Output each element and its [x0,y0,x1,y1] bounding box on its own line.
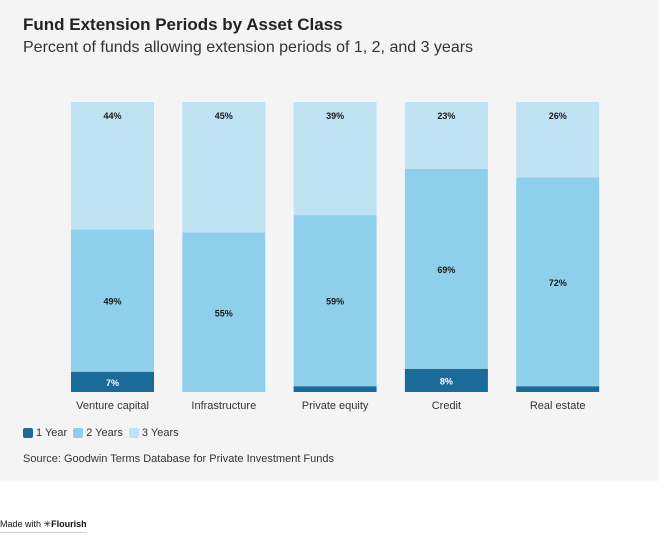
legend-item-2-years[interactable]: 2 Years [73,427,123,439]
bar-segment[interactable] [293,386,377,392]
category-label: Credit [432,400,461,412]
bar-data-label: 44% [103,111,121,121]
legend-label-2-years: 2 Years [86,427,123,439]
category-label: Real estate [530,400,586,412]
bar-segment[interactable] [293,215,377,387]
bar-segment[interactable] [516,386,600,392]
bar-segment[interactable] [71,371,154,392]
category-label: Venture capital [76,400,149,412]
bar-segment[interactable] [516,177,600,387]
chart-title: Fund Extension Periods by Asset Class [23,15,343,34]
legend: 1 Year 2 Years 3 Years [23,427,179,439]
bar-segment[interactable] [404,168,488,369]
bar-data-label: 55% [215,308,233,318]
legend-label-1-year: 1 Year [36,427,68,439]
category-label: Infrastructure [191,400,256,412]
bar-data-label: 23% [437,111,455,121]
bar-segment[interactable] [516,102,600,178]
bar-segment[interactable] [71,102,154,230]
bar-segment[interactable] [182,102,266,233]
bar-segment[interactable] [293,102,377,216]
footer-brand: Flourish [51,519,87,529]
legend-swatch-1-year [23,428,33,438]
bar-data-label: 69% [437,265,455,275]
bar-segment[interactable] [404,368,488,392]
bar-segment[interactable] [71,229,154,372]
bar-data-label: 45% [215,111,233,121]
category-label: Private equity [302,400,369,412]
bar-data-label: 26% [549,111,567,121]
footer-prefix: Made with [0,519,42,529]
chart-subtitle: Percent of funds allowing extension peri… [23,39,474,56]
bar-data-label: 39% [326,111,344,121]
legend-item-3-years[interactable]: 3 Years [128,427,179,439]
legend-label-3-years: 3 Years [141,427,179,439]
legend-swatch-3-years [128,428,139,438]
bar-segment[interactable] [404,102,488,169]
bar-data-label: 72% [549,278,567,288]
bar-segment[interactable] [182,232,266,393]
flourish-logo-icon: ✳ [43,519,52,529]
stacked-bar-chart: 7% 49% 44% Venture capital 55% 45% Infrastruct… [71,102,600,412]
chart-card: Fund Extension Periods by Asset Class Pe… [0,0,659,481]
legend-item-1-year[interactable]: 1 Year [23,427,67,439]
bar-data-label: 7% [106,378,119,388]
bar-data-label: 49% [103,297,121,307]
bar-data-label: 59% [326,297,344,307]
made-with-flourish-link[interactable]: Made with ✳Flourish [0,519,87,533]
bar-data-label: 8% [440,376,453,386]
legend-swatch-2-years [73,428,84,438]
source-note: Source: Goodwin Terms Database for Priva… [23,453,334,465]
